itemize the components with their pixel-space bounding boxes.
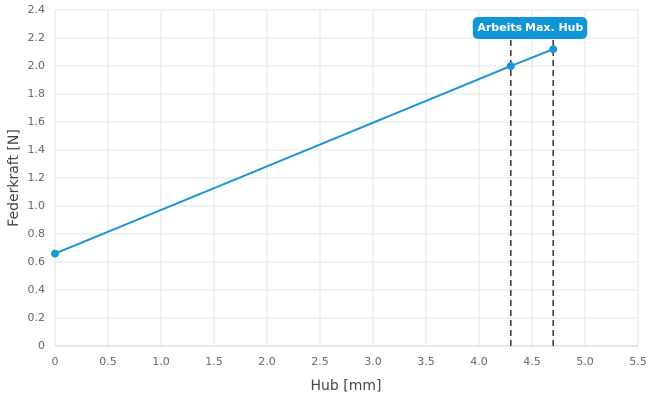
x-tick-label: 3.0	[364, 355, 382, 368]
y-tick-label: 2.0	[28, 59, 46, 72]
x-tick-label: 1.5	[205, 355, 223, 368]
x-tick-label: 0	[52, 355, 59, 368]
y-tick-label: 2.4	[28, 3, 46, 16]
x-tick-label: 5.0	[576, 355, 594, 368]
x-tick-label: 5.5	[629, 355, 647, 368]
x-tick-label: 4.5	[523, 355, 541, 368]
y-tick-label: 0	[38, 339, 45, 352]
y-tick-label: 1.6	[28, 115, 46, 128]
annotation-label: Arbeits	[477, 21, 522, 34]
y-tick-label: 0.8	[28, 227, 46, 240]
x-axis-title: Hub [mm]	[311, 378, 382, 394]
y-tick-label: 1.8	[28, 87, 46, 100]
annotation-box	[472, 17, 588, 39]
data-line	[54, 48, 554, 255]
data-point	[506, 62, 515, 70]
annotation-label: Max. Hub	[525, 21, 584, 34]
x-tick-label: 2.0	[258, 355, 276, 368]
x-tick-label: 3.5	[417, 355, 435, 368]
x-tick-label: 1.0	[152, 355, 170, 368]
x-tick-label: 0.5	[99, 355, 117, 368]
x-tick-label: 2.5	[311, 355, 329, 368]
y-tick-label: 1.2	[28, 171, 46, 184]
y-tick-label: 2.2	[28, 31, 46, 44]
y-tick-label: 0.4	[28, 283, 46, 296]
y-tick-label: 1.0	[28, 199, 46, 212]
x-tick-label: 4.0	[470, 355, 488, 368]
y-tick-label: 1.4	[28, 143, 46, 156]
y-tick-label: 0.6	[28, 255, 46, 268]
data-point	[549, 45, 558, 54]
y-axis-title: Federkraft [N]	[6, 129, 22, 227]
data-point	[51, 249, 59, 258]
y-tick-label: 0.2	[28, 311, 46, 324]
